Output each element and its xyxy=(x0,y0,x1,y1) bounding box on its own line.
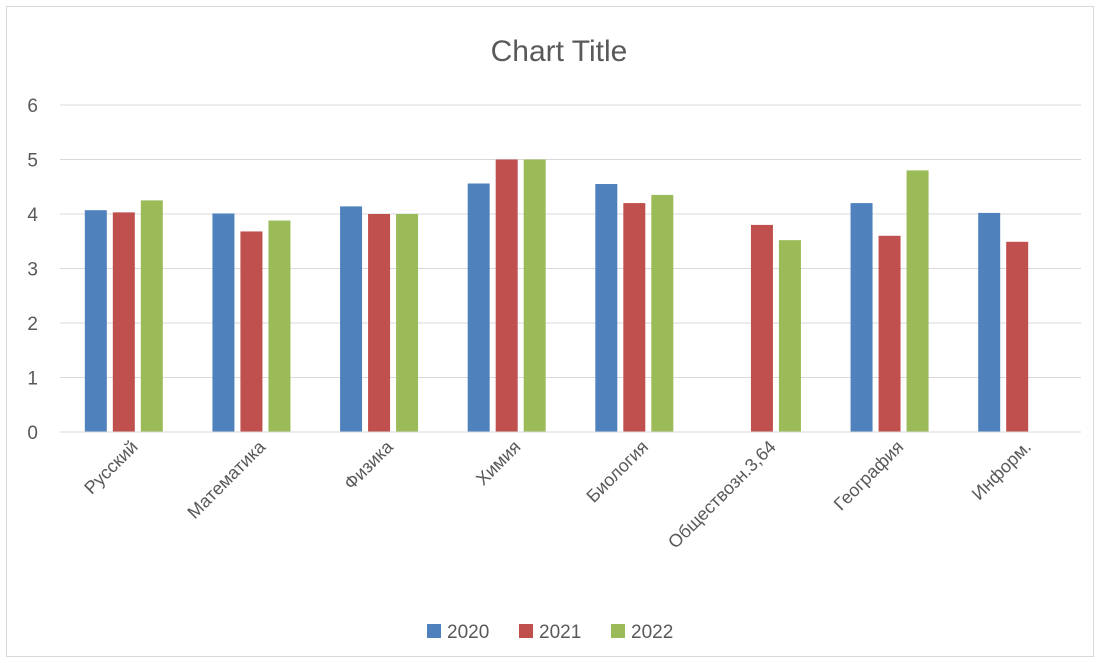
bar-2022-6 xyxy=(906,170,929,432)
y-tick-label: 2 xyxy=(27,314,38,335)
bar-2020-2 xyxy=(340,206,363,432)
bar-2022-1 xyxy=(268,220,291,432)
legend-swatch-2020 xyxy=(427,624,441,638)
bar-2020-3 xyxy=(467,183,490,432)
bar-2020-7 xyxy=(978,212,1001,432)
y-tick-label: 3 xyxy=(27,260,38,281)
bar-2021-6 xyxy=(878,235,901,432)
bar-2021-4 xyxy=(623,203,646,432)
bar-2021-1 xyxy=(240,231,263,432)
x-tick-label: Биология xyxy=(582,437,652,507)
x-tick-label: География xyxy=(830,437,908,515)
y-tick-label: 6 xyxy=(27,96,38,117)
bar-2022-0 xyxy=(140,200,163,432)
bar-2021-3 xyxy=(495,159,518,432)
x-tick-label: Физика xyxy=(340,436,398,494)
legend-label: 2022 xyxy=(631,622,673,643)
bar-2022-4 xyxy=(651,194,674,432)
y-tick-label: 1 xyxy=(27,369,38,390)
chart-title: Chart Title xyxy=(491,35,628,68)
bar-2020-0 xyxy=(84,210,107,432)
x-tick-label: Обществозн.3,64 xyxy=(664,437,780,553)
y-tick-label: 4 xyxy=(27,205,38,226)
x-axis-tick-labels: Русский Математика Физика Химия Биология Обще… xyxy=(80,436,1035,552)
bar-2020-6 xyxy=(850,203,873,432)
bar-2020-4 xyxy=(595,184,618,432)
legend-swatch-2022 xyxy=(611,624,625,638)
bar-2022-5 xyxy=(778,240,801,432)
bar-2020-1 xyxy=(212,213,235,432)
bar-2021-0 xyxy=(112,212,135,432)
bar-2021-7 xyxy=(1006,241,1029,432)
bar-2022-2 xyxy=(396,214,419,432)
bar-2021-2 xyxy=(368,214,391,432)
legend-label: 2020 xyxy=(447,622,489,643)
legend-label: 2021 xyxy=(539,622,581,643)
y-tick-label: 5 xyxy=(27,151,38,172)
x-tick-label: Русский xyxy=(80,437,141,498)
x-tick-label: Химия xyxy=(472,437,525,490)
y-axis-tick-labels: 0 1 2 3 4 5 6 xyxy=(27,96,38,444)
x-tick-label: Информ. xyxy=(968,437,1035,504)
y-tick-label: 0 xyxy=(27,423,38,444)
bars xyxy=(84,159,1029,432)
legend: 2020 2021 2022 xyxy=(427,622,673,643)
legend-swatch-2021 xyxy=(519,624,533,638)
x-tick-label: Математика xyxy=(183,436,270,523)
bar-2021-5 xyxy=(750,224,773,432)
bar-2022-3 xyxy=(523,159,546,432)
